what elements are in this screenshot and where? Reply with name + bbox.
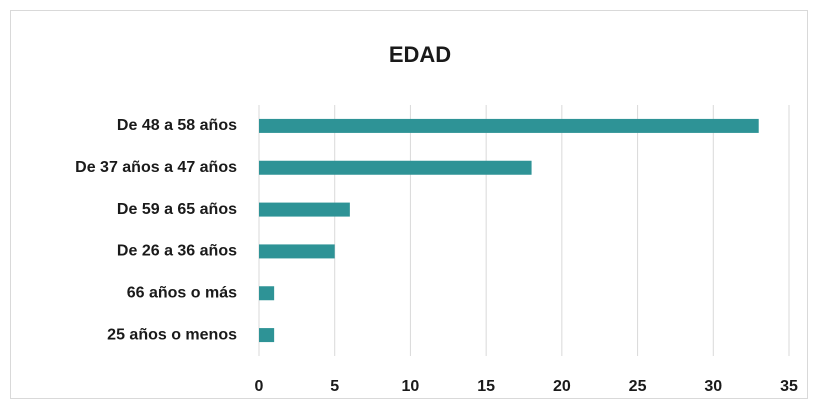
bar: [259, 160, 532, 175]
chart-title: EDAD: [389, 42, 451, 67]
y-tick-label: De 26 a 36 años: [117, 243, 237, 260]
x-tick-label: 20: [553, 378, 571, 395]
bar: [259, 286, 275, 301]
x-tick-label: 30: [704, 378, 722, 395]
x-tick-label: 25: [629, 378, 647, 395]
bar: [259, 118, 759, 133]
chart-border: [10, 10, 808, 399]
x-tick-label: 5: [330, 378, 339, 395]
x-tick-label: 10: [402, 378, 420, 395]
y-tick-label: 25 años o menos: [107, 326, 237, 343]
y-tick-label: 66 años o más: [127, 284, 237, 301]
bar: [259, 202, 350, 217]
x-tick-label: 0: [255, 378, 264, 395]
y-tick-label: De 48 a 58 años: [117, 117, 237, 134]
x-tick-label: 35: [780, 378, 798, 395]
x-tick-label: 15: [477, 378, 495, 395]
bar: [259, 328, 275, 343]
bar: [259, 244, 335, 259]
y-tick-label: De 59 a 65 años: [117, 201, 237, 218]
y-tick-label: De 37 años a 47 años: [75, 159, 237, 176]
